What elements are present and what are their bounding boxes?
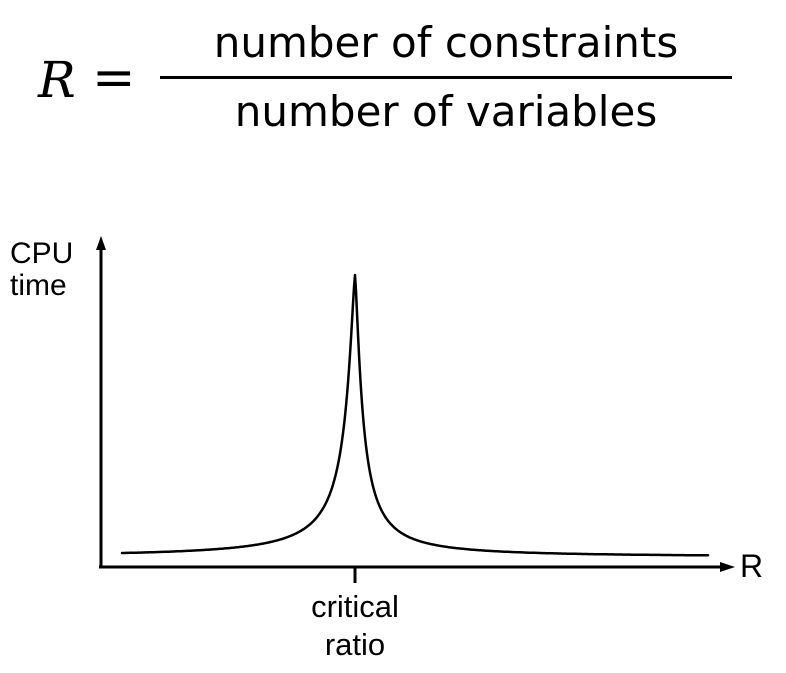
x-axis-label: R	[740, 548, 764, 584]
formula-lhs: R	[38, 51, 76, 109]
y-axis-label: CPU time	[10, 238, 73, 302]
formula-denominator: number of variables	[234, 87, 658, 136]
ratio-formula: R = number of constraints number of vari…	[0, 0, 786, 190]
critical-ratio-label: critical ratio	[270, 588, 440, 664]
critical-ratio-label-line1: critical	[311, 589, 399, 624]
critical-ratio-label-line2: ratio	[324, 627, 386, 662]
y-axis-label-line1: CPU	[10, 237, 74, 270]
fraction-bar	[160, 76, 732, 79]
x-axis-arrowhead	[720, 562, 735, 572]
formula-fraction: number of constraints number of variable…	[160, 14, 732, 141]
diagram-canvas	[96, 236, 735, 583]
y-axis-label-line2: time	[10, 269, 67, 302]
cpu-time-diagram: CPU time R critical ratio	[0, 190, 786, 673]
formula-equals-sign: =	[92, 48, 136, 108]
formula-numerator: number of constraints	[213, 18, 679, 67]
y-axis-arrowhead	[96, 236, 106, 250]
cpu-time-curve	[120, 273, 710, 557]
